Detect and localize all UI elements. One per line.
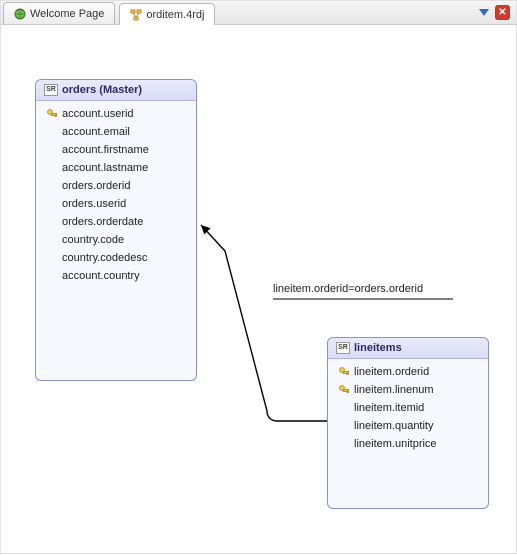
field-row[interactable]: lineitem.linenum: [332, 381, 484, 399]
field-row[interactable]: account.firstname: [40, 141, 192, 159]
field-row[interactable]: orders.orderid: [40, 177, 192, 195]
dropdown-icon[interactable]: [479, 9, 489, 16]
entity-header[interactable]: SR orders (Master): [36, 80, 196, 101]
editor-canvas: Welcome Page orditem.4rdj ✕ SR orders (M…: [0, 0, 517, 554]
table-icon: SR: [44, 84, 58, 96]
entity-title: lineitems: [354, 342, 402, 354]
close-icon[interactable]: ✕: [495, 5, 510, 20]
field-row[interactable]: account.email: [40, 123, 192, 141]
diagram-icon: [130, 9, 142, 21]
key-icon: [46, 108, 58, 120]
field-label: country.code: [62, 234, 124, 246]
field-row[interactable]: orders.userid: [40, 195, 192, 213]
entity-orders[interactable]: SR orders (Master) account.useridaccount…: [35, 79, 197, 381]
relationship-label: lineitem.orderid=orders.orderid: [273, 283, 423, 295]
field-label: account.firstname: [62, 144, 149, 156]
field-label: account.country: [62, 270, 140, 282]
globe-icon: [14, 8, 26, 20]
field-row[interactable]: account.lastname: [40, 159, 192, 177]
field-row[interactable]: country.code: [40, 231, 192, 249]
field-label: country.codedesc: [62, 252, 147, 264]
entity-header[interactable]: SR lineitems: [328, 338, 488, 359]
field-row[interactable]: lineitem.quantity: [332, 417, 484, 435]
field-row[interactable]: country.codedesc: [40, 249, 192, 267]
field-label: orders.userid: [62, 198, 126, 210]
table-icon: SR: [336, 342, 350, 354]
tab-welcome[interactable]: Welcome Page: [3, 2, 115, 24]
field-row[interactable]: orders.orderdate: [40, 213, 192, 231]
tab-bar: Welcome Page orditem.4rdj ✕: [1, 1, 516, 25]
field-row[interactable]: lineitem.itemid: [332, 399, 484, 417]
field-label: lineitem.quantity: [354, 420, 434, 432]
field-label: account.userid: [62, 108, 134, 120]
field-row[interactable]: lineitem.orderid: [332, 363, 484, 381]
field-label: lineitem.orderid: [354, 366, 429, 378]
tab-orditem[interactable]: orditem.4rdj: [119, 3, 215, 25]
entity-lineitems[interactable]: SR lineitems lineitem.orderid lineitem.li…: [327, 337, 489, 509]
key-icon: [338, 366, 350, 378]
field-label: lineitem.linenum: [354, 384, 433, 396]
field-row[interactable]: account.country: [40, 267, 192, 285]
field-row[interactable]: lineitem.unitprice: [332, 435, 484, 453]
entity-body: account.userid account.email account.first…: [36, 101, 196, 289]
field-row[interactable]: account.userid: [40, 105, 192, 123]
field-label: account.email: [62, 126, 130, 138]
key-icon: [338, 384, 350, 396]
entity-body: lineitem.orderid lineitem.linenum lineitem…: [328, 359, 488, 457]
entity-title: orders (Master): [62, 84, 142, 96]
tabbar-controls: ✕: [479, 5, 510, 20]
field-label: lineitem.unitprice: [354, 438, 437, 450]
tab-label: orditem.4rdj: [146, 9, 204, 21]
field-label: orders.orderid: [62, 180, 130, 192]
field-label: account.lastname: [62, 162, 148, 174]
field-label: orders.orderdate: [62, 216, 143, 228]
field-label: lineitem.itemid: [354, 402, 424, 414]
tab-label: Welcome Page: [30, 8, 104, 20]
